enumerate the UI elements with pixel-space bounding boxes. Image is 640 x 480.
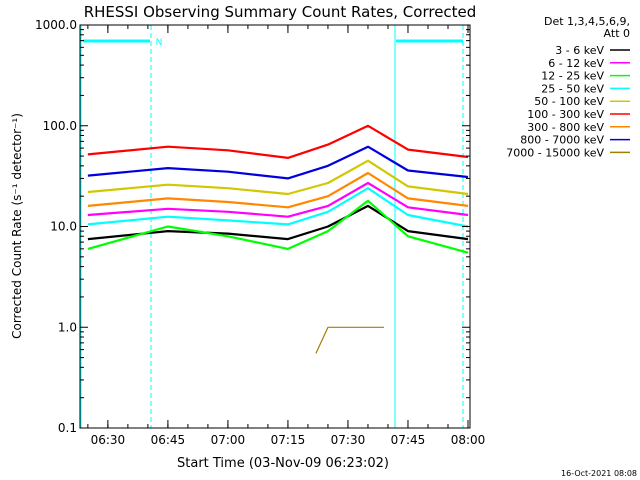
legend-label: 50 - 100 keV — [534, 95, 604, 108]
legend-label: 100 - 300 keV — [527, 108, 604, 121]
y-tick-label: 0.1 — [58, 421, 77, 435]
legend-label: 6 - 12 keV — [548, 57, 604, 70]
x-axis-label: Start Time (03-Nov-09 06:23:02) — [177, 456, 389, 471]
x-tick-label: 07:15 — [271, 433, 306, 447]
y-tick-label: 1000.0 — [35, 18, 77, 32]
legend-label: 300 - 800 keV — [527, 121, 604, 134]
series-line — [87, 145, 469, 180]
legend-header-line2: Att 0 — [604, 27, 630, 40]
x-tick-label: 07:30 — [331, 433, 366, 447]
flag-label: N — [156, 38, 163, 48]
x-tick-label: 06:30 — [91, 433, 126, 447]
x-tick-label: 07:00 — [211, 433, 246, 447]
series-line — [87, 124, 469, 159]
x-tick-label: 07:45 — [391, 433, 426, 447]
y-axis-label: Corrected Count Rate (s⁻¹ detector⁻¹) — [10, 113, 24, 339]
legend-header-line1: Det 1,3,4,5,6,9, — [544, 15, 630, 28]
legend-label: 3 - 6 keV — [555, 44, 604, 57]
series-line — [87, 171, 469, 209]
legend-label: 800 - 7000 keV — [520, 134, 604, 147]
y-tick-label: 10.0 — [50, 220, 77, 234]
x-tick-label: 06:45 — [151, 433, 186, 447]
legend-label: 12 - 25 keV — [541, 70, 604, 83]
legend-label: 7000 - 15000 keV — [506, 146, 604, 159]
series-line — [87, 187, 469, 228]
series-line — [87, 159, 469, 196]
y-tick-label: 1.0 — [58, 320, 77, 334]
series-line — [87, 199, 469, 254]
plot-frame — [79, 24, 471, 429]
x-tick-label: 08:00 — [451, 433, 486, 447]
timestamp: 16-Oct-2021 08:08 — [561, 469, 637, 478]
series-line — [87, 204, 469, 241]
legend-label: 25 - 50 keV — [541, 82, 604, 95]
series-line — [87, 181, 469, 218]
y-tick-label: 100.0 — [43, 119, 77, 133]
series-line — [315, 326, 384, 354]
chart-title: RHESSI Observing Summary Count Rates, Co… — [84, 3, 477, 21]
